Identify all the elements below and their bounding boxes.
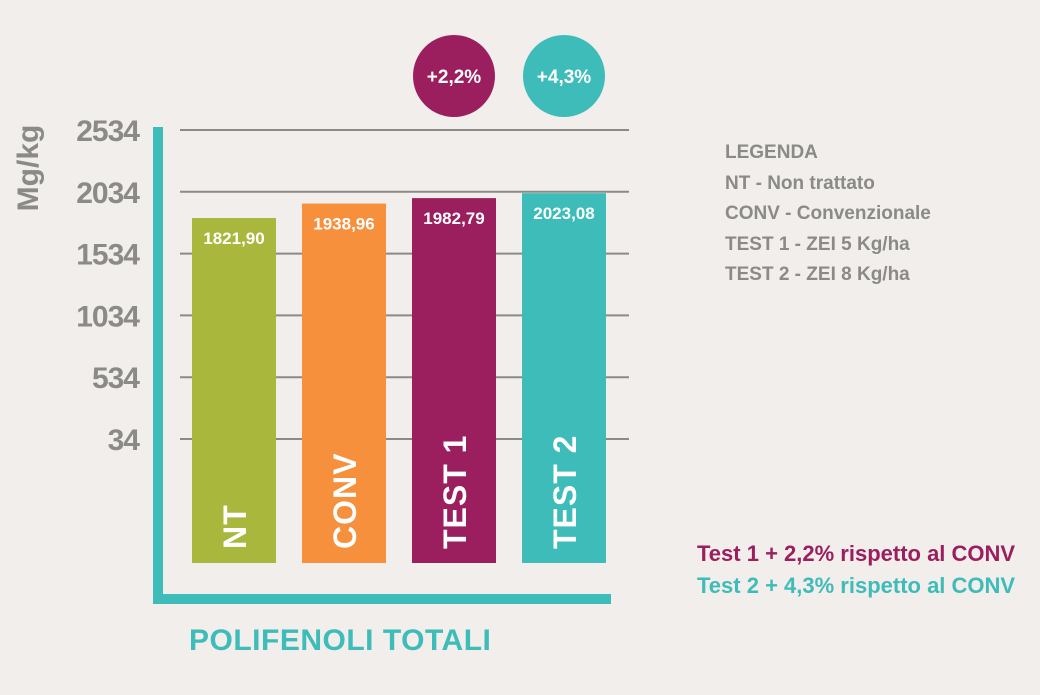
category-label-nt: NT — [217, 504, 253, 549]
legend-title: LEGENDA — [725, 142, 818, 163]
bars: 1821,90 NT 1938,96 CONV 1982,79 TEST 1 2023,08… — [192, 193, 606, 564]
category-label-test1: TEST 1 — [437, 435, 473, 549]
legend: LEGENDA NT - Non trattato CONV - Convenz… — [725, 138, 931, 291]
bar-conv — [302, 203, 386, 564]
y-tick-labels: 34 534 1034 1534 2034 2534 — [76, 115, 141, 457]
badge-text-test1: +2,2% — [427, 67, 482, 88]
note-test1: Test 1 + 2,2% rispetto al CONV — [697, 541, 1016, 566]
y-axis-label: Mg/kg — [12, 125, 45, 212]
axes — [153, 127, 611, 604]
data-label-nt: 1821,90 — [203, 229, 264, 248]
data-label-test2: 2023,08 — [533, 204, 594, 223]
legend-item-test2: TEST 2 - ZEI 8 Kg/ha — [725, 264, 910, 285]
legend-item-nt: NT - Non trattato — [725, 172, 875, 194]
legend-item-conv: CONV - Convenzionale — [725, 203, 931, 224]
y-tick-label: 1534 — [76, 239, 140, 272]
comparison-notes: Test 1 + 2,2% rispetto al CONV Test 2 + … — [697, 538, 1015, 602]
badge-test1 — [413, 35, 495, 117]
badge-text-test2: +4,3% — [537, 67, 592, 88]
x-axis-label: POLIFENOLI TOTALI — [189, 624, 491, 657]
bar-nt — [192, 218, 276, 563]
y-tick-label: 534 — [92, 362, 140, 395]
legend-item-test1: TEST 1 - ZEI 5 Kg/ha — [725, 233, 910, 255]
note-test2: Test 2 + 4,3% rispetto al CONV — [697, 573, 1016, 598]
badges: +2,2% +4,3% — [413, 35, 605, 117]
y-tick-label: 2034 — [76, 177, 140, 210]
category-label-conv: CONV — [327, 453, 363, 549]
bar-test1 — [412, 198, 496, 563]
y-tick-label: 1034 — [76, 300, 140, 333]
category-label-test2: TEST 2 — [547, 435, 583, 549]
data-label-test1: 1982,79 — [423, 209, 484, 228]
x-axis-line — [153, 594, 611, 604]
y-tick-label: 34 — [108, 424, 141, 457]
badge-test2 — [523, 35, 605, 117]
bar-test2 — [522, 193, 606, 563]
y-tick-label: 2534 — [76, 115, 140, 148]
data-label-conv: 1938,96 — [313, 215, 374, 234]
y-axis-line — [153, 127, 163, 604]
